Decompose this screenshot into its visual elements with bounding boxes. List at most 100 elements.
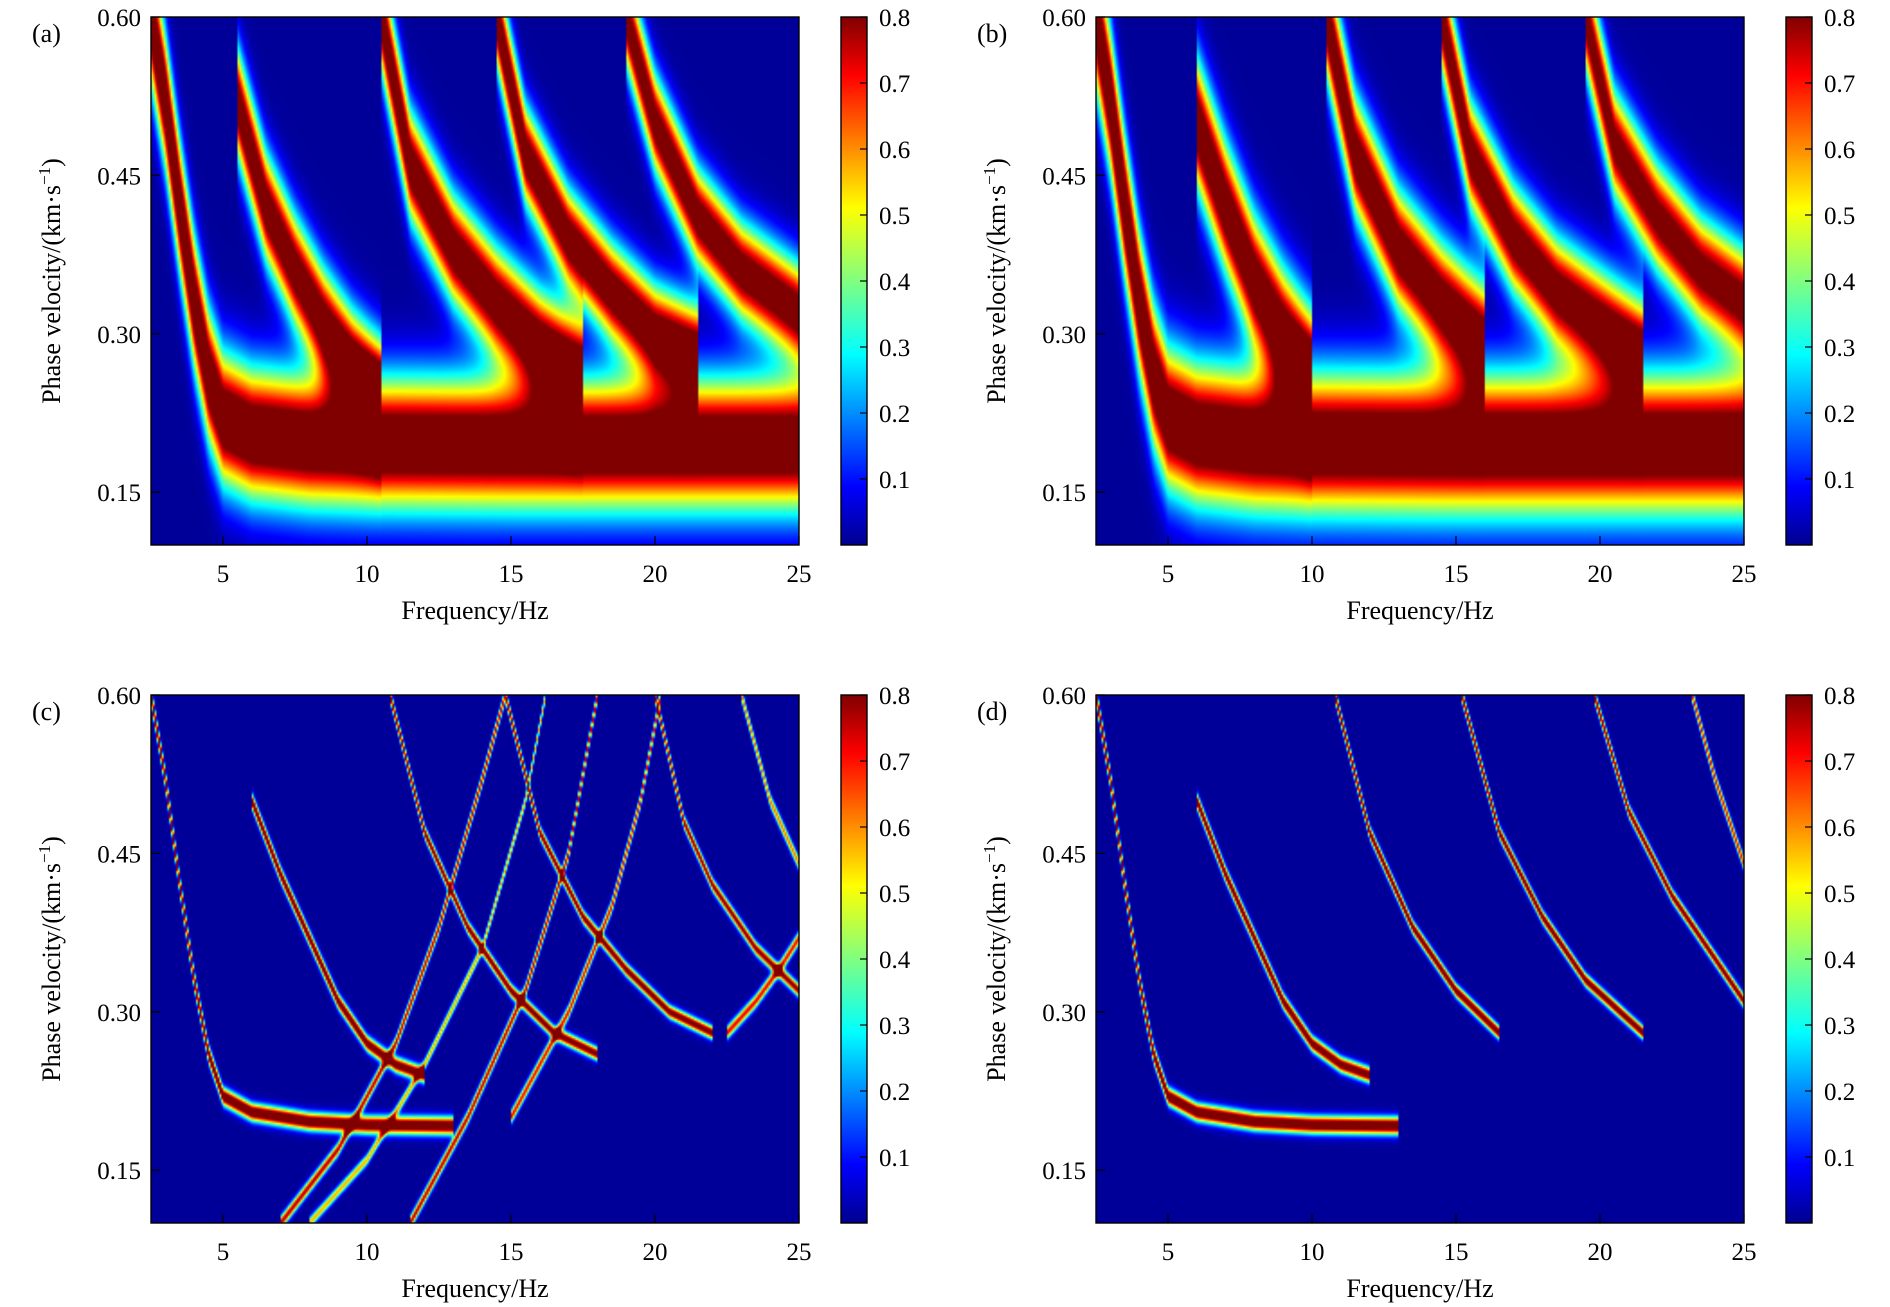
y-tick-label: 0.45: [97, 841, 141, 868]
y-axis-label: Phase velocity/(km·s−1): [980, 836, 1011, 1082]
x-axis-label: Frequency/Hz: [401, 1274, 548, 1303]
y-tick-label: 0.30: [1042, 1000, 1086, 1027]
y-axis-label-main: Phase velocity/(km·s: [37, 863, 66, 1082]
y-tick-label: 0.60: [97, 5, 141, 32]
y-tick-label: 0.15: [97, 480, 141, 507]
colorbar-tick-label: 0.4: [1824, 269, 1856, 296]
y-axis-label-exponent: −1: [35, 845, 54, 863]
y-tick-label: 0.15: [1042, 1158, 1086, 1185]
colorbar-tick-label: 0.3: [1824, 335, 1855, 362]
colorbar-tick-label: 0.6: [1824, 137, 1855, 164]
y-tick-label: 0.45: [1042, 163, 1086, 190]
y-tick-label: 0.60: [1042, 683, 1086, 710]
y-axis-label-exponent: −1: [980, 167, 999, 185]
y-axis-label: Phase velocity/(km·s−1): [35, 836, 66, 1082]
x-axis-label: Frequency/Hz: [401, 596, 548, 625]
colorbar-tick-label: 0.1: [879, 1145, 910, 1172]
x-tick-label: 20: [1588, 561, 1613, 588]
y-axis-label-close: ): [37, 836, 66, 845]
x-tick-label: 25: [787, 561, 812, 588]
colorbar-tick-label: 0.8: [879, 683, 910, 710]
x-tick-label: 10: [355, 561, 380, 588]
plot-frame: [1095, 694, 1745, 1224]
x-tick-label: 15: [499, 1239, 524, 1266]
colorbar-tick-label: 0.7: [879, 749, 910, 776]
colorbar-tick-label: 0.3: [879, 1013, 910, 1040]
colorbar-tick-label: 0.5: [1824, 203, 1855, 230]
panel-label: (b): [977, 19, 1007, 48]
x-axis-label: Frequency/Hz: [1346, 1274, 1493, 1303]
colorbar-tick-label: 0.5: [879, 203, 910, 230]
x-tick-label: 5: [1162, 1239, 1175, 1266]
y-tick-label: 0.15: [1042, 480, 1086, 507]
y-tick-label: 0.30: [97, 322, 141, 349]
colorbar-tick-label: 0.7: [1824, 71, 1855, 98]
x-axis-label: Frequency/Hz: [1346, 596, 1493, 625]
y-axis-label-exponent: −1: [980, 845, 999, 863]
colorbar-tick-label: 0.8: [1824, 683, 1855, 710]
x-tick-label: 25: [1732, 561, 1757, 588]
colorbar-tick-label: 0.4: [879, 947, 911, 974]
plot-frame: [150, 16, 800, 546]
y-tick-label: 0.30: [97, 1000, 141, 1027]
colorbar-tick-label: 0.5: [1824, 881, 1855, 908]
x-tick-label: 25: [787, 1239, 812, 1266]
colorbar-tick-label: 0.2: [879, 1079, 910, 1106]
chart-panel: (b) 5 10 15 20 25 0.15 0.30 0.45 0.60 Frequency/Hz…: [977, 5, 1856, 625]
y-tick-label: 0.30: [1042, 322, 1086, 349]
y-axis-label-main: Phase velocity/(km·s: [982, 185, 1011, 404]
y-axis-label-close: ): [37, 158, 66, 167]
colorbar-tick-label: 0.5: [879, 881, 910, 908]
heatmap-image: [151, 17, 799, 545]
y-axis-label-exponent: −1: [35, 167, 54, 185]
x-tick-label: 20: [1588, 1239, 1613, 1266]
x-tick-label: 15: [1444, 561, 1469, 588]
colorbar-tick-label: 0.2: [1824, 401, 1855, 428]
colorbar-tick-label: 0.8: [879, 5, 910, 32]
colorbar-tick-label: 0.6: [1824, 815, 1855, 842]
y-axis-label-main: Phase velocity/(km·s: [982, 863, 1011, 1082]
colorbar-tick-label: 0.1: [879, 467, 910, 494]
colorbar-tick-label: 0.1: [1824, 1145, 1855, 1172]
plot-frame: [150, 694, 800, 1224]
y-tick-label: 0.45: [97, 163, 141, 190]
colorbar-tick-label: 0.2: [879, 401, 910, 428]
panel-label: (d): [977, 697, 1007, 726]
x-tick-label: 5: [1162, 561, 1175, 588]
panel-label: (c): [32, 697, 61, 726]
colorbar-tick-label: 0.4: [879, 269, 911, 296]
colorbar-tick-label: 0.6: [879, 815, 910, 842]
colorbar-tick-label: 0.6: [879, 137, 910, 164]
x-tick-label: 15: [499, 561, 524, 588]
chart-panel: (c) 5 10 15 20 25 0.15 0.30 0.45 0.60 Frequency/Hz…: [32, 683, 911, 1303]
heatmap-image: [1096, 695, 1744, 1223]
y-tick-label: 0.60: [97, 683, 141, 710]
y-axis-label-main: Phase velocity/(km·s: [37, 185, 66, 404]
x-tick-label: 10: [1300, 1239, 1325, 1266]
colorbar-tick-label: 0.3: [1824, 1013, 1855, 1040]
colorbar-tick-label: 0.8: [1824, 5, 1855, 32]
x-tick-label: 20: [643, 1239, 668, 1266]
colorbar-tick-label: 0.3: [879, 335, 910, 362]
colorbar-tick-label: 0.4: [1824, 947, 1856, 974]
x-tick-label: 5: [217, 1239, 230, 1266]
chart-panel: (a) 5 10 15 20 25 0.15 0.30 0.45 0.60 Frequency/Hz…: [32, 5, 911, 625]
plot-frame: [1095, 16, 1745, 546]
y-axis-label: Phase velocity/(km·s−1): [980, 158, 1011, 404]
y-axis-label: Phase velocity/(km·s−1): [35, 158, 66, 404]
colorbar-tick-label: 0.1: [1824, 467, 1855, 494]
colorbar-tick-label: 0.2: [1824, 1079, 1855, 1106]
x-tick-label: 25: [1732, 1239, 1757, 1266]
x-tick-label: 5: [217, 561, 230, 588]
x-tick-label: 15: [1444, 1239, 1469, 1266]
colorbar-tick-label: 0.7: [1824, 749, 1855, 776]
y-axis-label-close: ): [982, 158, 1011, 167]
panel-label: (a): [32, 19, 61, 48]
colorbar-tick-label: 0.7: [879, 71, 910, 98]
x-tick-label: 10: [1300, 561, 1325, 588]
y-tick-label: 0.60: [1042, 5, 1086, 32]
y-tick-label: 0.45: [1042, 841, 1086, 868]
y-tick-label: 0.15: [97, 1158, 141, 1185]
y-axis-label-close: ): [982, 836, 1011, 845]
